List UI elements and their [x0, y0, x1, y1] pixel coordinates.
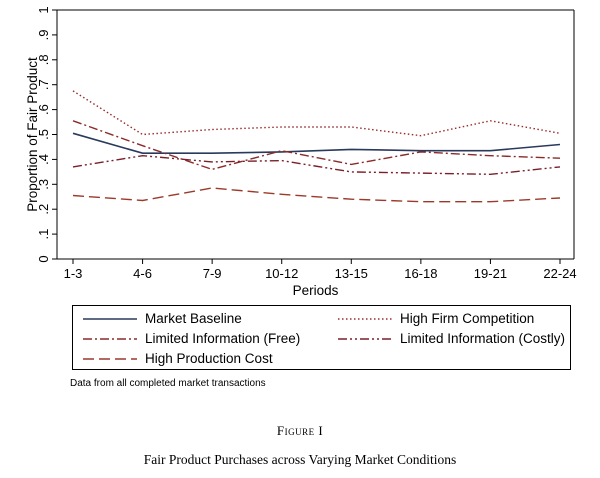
y-tick-label: .7	[36, 79, 51, 90]
legend-swatch	[83, 337, 137, 340]
x-tick-label: 16-18	[404, 266, 437, 281]
y-tick-label: .8	[36, 54, 51, 65]
legend-swatch	[83, 357, 137, 360]
y-tick-label: .6	[36, 104, 51, 115]
legend-swatch	[338, 337, 392, 340]
y-tick-label: .2	[36, 204, 51, 215]
legend-item: High Production Cost	[83, 351, 273, 366]
legend-item: Limited Information (Costly)	[338, 331, 565, 346]
legend-label: High Production Cost	[145, 351, 273, 366]
legend-item: Limited Information (Free)	[83, 331, 300, 346]
x-tick-label: 4-6	[133, 266, 152, 281]
series-line-4	[72, 154, 561, 176]
line-chart: 0 .1 .2 .3 .4 .5 .6 .7 .8 .9 1 1-3 4-6 7-9 10-12 13-15 1…	[25, 6, 577, 298]
legend-item: Market Baseline	[83, 311, 242, 326]
figure-label: Figure I	[276, 423, 324, 438]
y-tick-label: .9	[36, 29, 51, 40]
legend-label: Limited Information (Free)	[145, 331, 301, 346]
series-line-2	[72, 90, 561, 137]
y-tick-label: 1	[36, 6, 51, 13]
legend-item: High Firm Competition	[338, 311, 534, 326]
legend-label: Market Baseline	[145, 311, 242, 326]
x-tick-label: 22-24	[543, 266, 576, 281]
series-line-3	[72, 120, 561, 171]
y-axis-title: Proportion of Fair Product	[25, 57, 40, 212]
x-tick-label: 7-9	[203, 266, 222, 281]
legend-swatch	[338, 317, 392, 320]
x-tick-label: 10-12	[265, 266, 298, 281]
legend-label: High Firm Competition	[400, 311, 535, 326]
x-axis-title: Periods	[293, 283, 339, 298]
legend-label: Limited Information (Costly)	[400, 331, 566, 346]
legend-swatch	[83, 317, 137, 320]
legend: Market Baseline High Firm Competition Limi…	[72, 305, 571, 370]
x-tick-label: 1-3	[64, 266, 83, 281]
y-tick-label: 0	[36, 255, 51, 262]
y-tick-label: .1	[36, 229, 51, 240]
series-line-1	[72, 132, 561, 154]
x-tick-label: 19-21	[474, 266, 507, 281]
x-tick-label: 13-15	[335, 266, 368, 281]
y-tick-label: .4	[36, 154, 51, 165]
series-line-5	[72, 187, 561, 203]
data-note: Data from all completed market transacti…	[70, 378, 266, 389]
y-tick-label: .3	[36, 179, 51, 190]
y-tick-label: .5	[36, 129, 51, 140]
figure-caption: Fair Product Purchases across Varying Ma…	[143, 452, 457, 467]
